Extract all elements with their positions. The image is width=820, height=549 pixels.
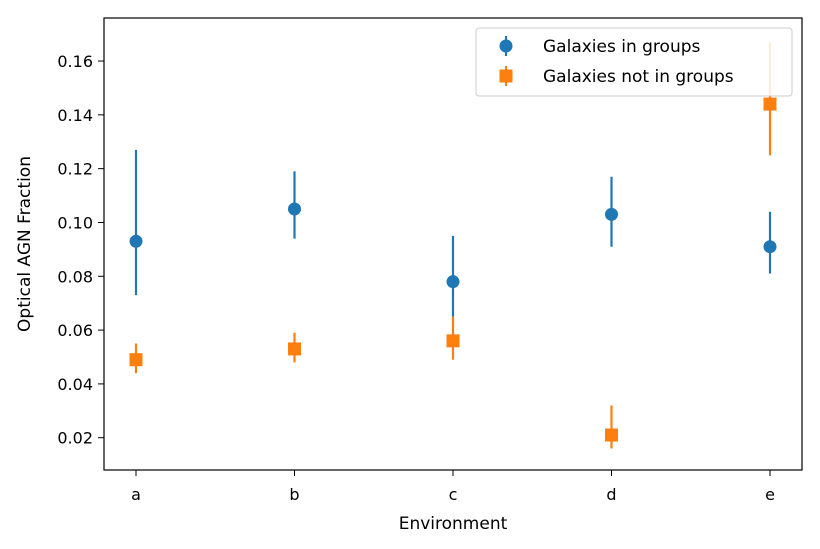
y-tick-label: 0.14 [57,106,93,125]
legend-not-groups-label: Galaxies not in groups [543,67,734,87]
y-tick-label: 0.04 [57,375,93,394]
series-not-groups-point [129,353,143,367]
series-not-groups-point [288,342,301,356]
x-axis-label: Environment [399,514,508,534]
x-tick-label: e [765,485,775,504]
y-axis: 0.02 0.04 0.06 0.08 0.10 0.12 0.14 0.16 [57,52,104,448]
y-tick-label: 0.16 [57,52,93,71]
x-tick-label: c [449,485,458,504]
x-tick-label: a [131,485,141,504]
series-groups-point [446,275,460,289]
y-tick-label: 0.12 [57,160,93,179]
y-tick-label: 0.06 [57,321,93,340]
y-tick-label: 0.08 [57,267,93,286]
y-tick-label: 0.10 [57,213,93,232]
chart-marks [129,42,777,449]
x-tick-label: b [289,485,299,504]
legend: Galaxies in groups Galaxies not in groups [475,27,793,97]
series-groups-point [763,240,777,254]
series-not-groups-point [446,334,460,348]
series-not-groups-point [763,97,777,111]
series-groups-point [605,207,618,221]
legend-groups-label: Galaxies in groups [543,37,701,57]
series-not-groups-point [605,428,618,442]
series-groups-point [288,202,301,216]
x-axis: a b c d e [131,470,775,504]
legend-box [475,27,793,97]
y-tick-label: 0.02 [57,429,93,448]
legend-groups-marker [499,39,513,53]
legend-not-groups-marker [499,69,513,83]
y-axis-label: Optical AGN Fraction [15,156,35,332]
series-groups-point [129,234,143,248]
x-tick-label: d [606,485,616,504]
